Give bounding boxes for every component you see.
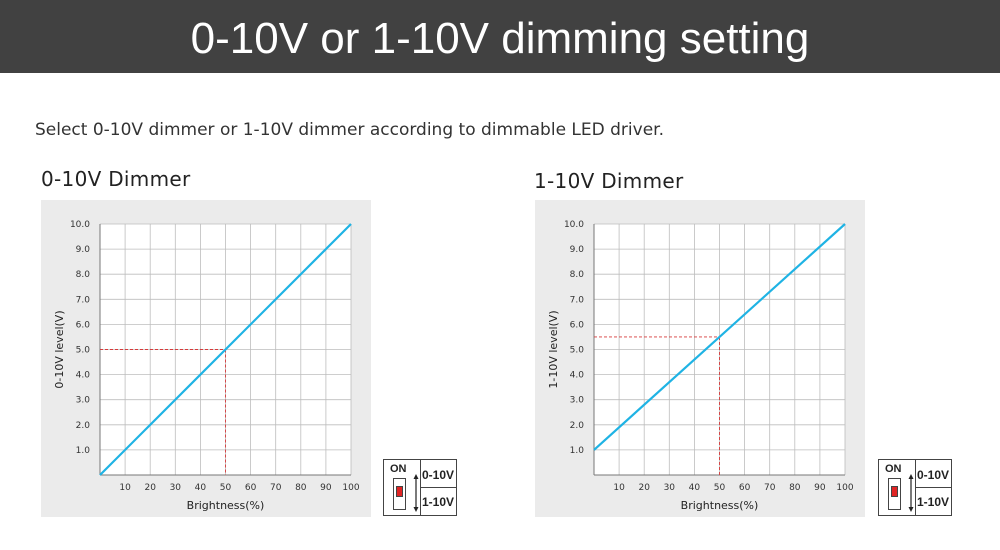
x-tick-label: 50 [714,483,726,493]
switch-knob [891,486,898,497]
switch-on-label: ON [390,463,407,475]
x-tick-label: 80 [789,483,801,493]
up-down-arrow-icon [908,474,914,512]
x-tick-label: 50 [220,483,232,493]
y-tick-label: 8.0 [76,270,91,280]
x-tick-label: 70 [270,483,282,493]
y-axis-label: 1-10V level(V) [547,310,560,388]
x-tick-label: 100 [342,483,359,493]
x-tick-label: 20 [144,483,156,493]
switch-option-1-10v: 1-10V [917,495,950,509]
title-banner: 0-10V or 1-10V dimming setting [0,0,1000,73]
x-tick-label: 30 [170,483,182,493]
switch-knob [396,486,403,497]
x-tick-label: 10 [613,483,625,493]
up-down-arrow-icon [413,474,419,512]
x-tick-label: 60 [739,483,751,493]
y-axis-label: 0-10V level(V) [53,310,66,388]
y-tick-label: 1.0 [76,446,91,456]
y-tick-label: 10.0 [564,220,584,230]
switch-option-1-10v: 1-10V [422,495,455,509]
y-tick-label: 2.0 [570,421,585,431]
dip-switch-0-10v: ON 0-10V 1-10V [383,459,457,516]
y-tick-label: 10.0 [70,220,90,230]
y-tick-label: 3.0 [570,396,585,406]
x-tick-label: 20 [638,483,650,493]
switch-slot [888,478,901,510]
x-axis-label: Brightness(%) [681,499,759,512]
y-tick-label: 7.0 [570,295,585,305]
y-tick-label: 1.0 [570,446,585,456]
chart-0-10v: 1.0 2.0 3.0 4.0 5.0 6.0 7.0 8.0 9.0 10.0 10 20 30 40 5… [41,200,371,517]
x-tick-label: 40 [195,483,207,493]
chart-1-10v: 1.0 2.0 3.0 4.0 5.0 6.0 7.0 8.0 9.0 10.0 10 20 30 40 5… [535,200,865,517]
x-axis-label: Brightness(%) [187,499,265,512]
y-tick-label: 6.0 [570,320,585,330]
y-tick-label: 6.0 [76,320,91,330]
x-tick-label: 90 [320,483,332,493]
x-tick-label: 40 [689,483,701,493]
switch-option-0-10v: 0-10V [917,468,950,482]
x-tick-label: 10 [119,483,131,493]
series-line [99,223,352,476]
x-tick-label: 70 [764,483,776,493]
intro-text: Select 0-10V dimmer or 1-10V dimmer acco… [35,120,664,140]
x-tick-label: 60 [245,483,257,493]
y-tick-label: 8.0 [570,270,585,280]
switch-on-label: ON [885,463,902,475]
series-line [593,223,846,451]
y-tick-label: 9.0 [76,245,91,255]
page-title: 0-10V or 1-10V dimming setting [190,14,810,63]
x-tick-label: 90 [814,483,826,493]
y-tick-label: 5.0 [570,346,585,356]
y-tick-label: 5.0 [76,346,91,356]
dip-switch-1-10v: ON 0-10V 1-10V [878,459,952,516]
y-tick-label: 2.0 [76,421,91,431]
y-tick-label: 9.0 [570,245,585,255]
switch-slot [393,478,406,510]
y-tick-label: 4.0 [570,371,585,381]
x-tick-label: 100 [836,483,853,493]
chart-title-1-10v: 1-10V Dimmer [534,169,684,193]
x-tick-label: 30 [664,483,676,493]
y-tick-label: 3.0 [76,396,91,406]
y-tick-label: 4.0 [76,371,91,381]
x-tick-label: 80 [295,483,307,493]
switch-option-0-10v: 0-10V [422,468,455,482]
y-tick-label: 7.0 [76,295,91,305]
chart-title-0-10v: 0-10V Dimmer [41,167,191,191]
